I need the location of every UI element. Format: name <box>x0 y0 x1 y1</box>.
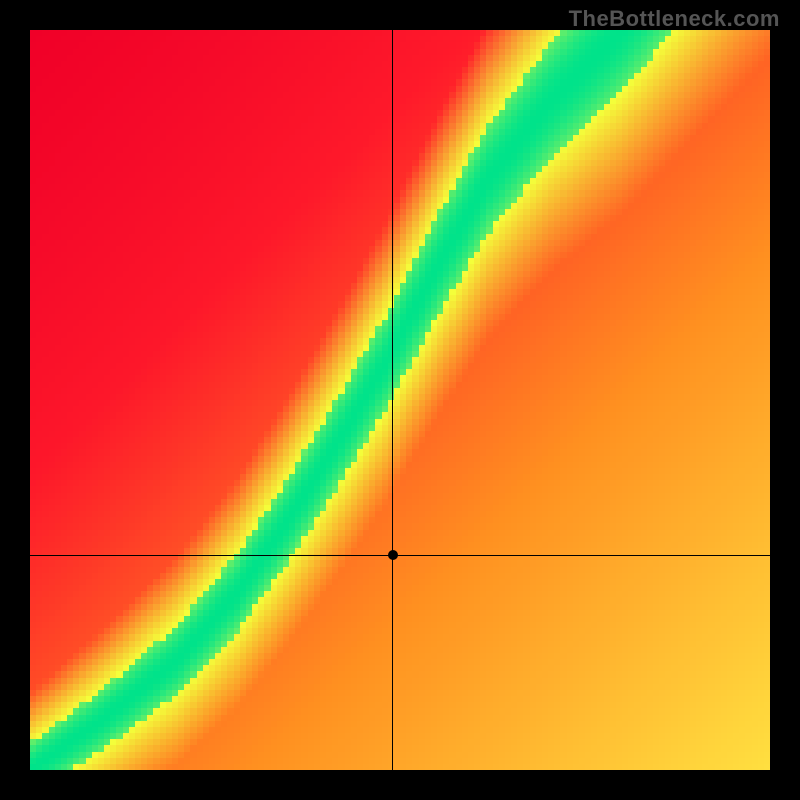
crosshair-marker <box>388 550 398 560</box>
crosshair-vertical <box>392 30 393 770</box>
heatmap-plot <box>30 30 770 770</box>
chart-container: TheBottleneck.com <box>0 0 800 800</box>
crosshair-horizontal <box>30 555 770 556</box>
watermark-text: TheBottleneck.com <box>569 6 780 32</box>
